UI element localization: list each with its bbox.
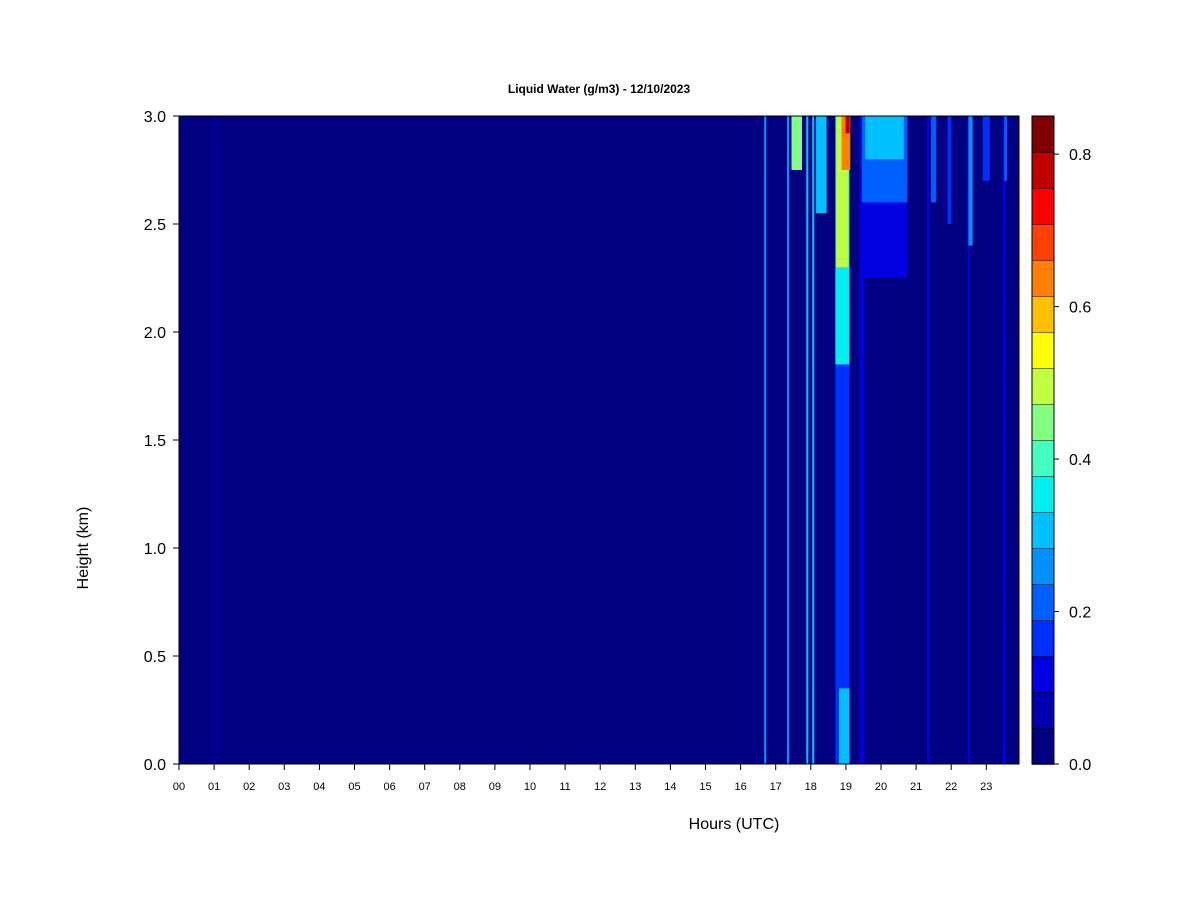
heatmap-cell (841, 116, 851, 170)
colorbar-tick-label: 0.4 (1069, 452, 1091, 469)
y-tick-label: 2.5 (144, 217, 166, 234)
colorbar-segment (1031, 475, 1055, 513)
y-axis: 0.0 0.5 1.0 1.5 2.0 2.5 3.0 (144, 109, 179, 774)
x-tick-label: 02 (243, 781, 255, 793)
colorbar-segment (1031, 547, 1055, 585)
x-tick-label: 00 (173, 781, 185, 793)
y-tick-label: 3.0 (144, 109, 166, 126)
heatmap-cell (865, 116, 904, 160)
x-tick-label: 23 (980, 781, 992, 793)
x-axis: 00 01 02 03 04 05 06 07 08 09 10 11 12 13 14 15 16 17 18 19… (173, 764, 992, 793)
x-tick-label: 07 (419, 781, 431, 793)
heatmap-cell (967, 116, 970, 764)
x-tick-label: 04 (313, 781, 325, 793)
plot-area (178, 115, 1020, 765)
colorbar-segment (1031, 223, 1055, 261)
y-tick-label: 1.5 (144, 433, 166, 450)
heatmap-cell (1004, 116, 1008, 181)
y-axis-label: Height (km) (75, 507, 92, 590)
colorbar-segment (1031, 367, 1055, 405)
heatmap-cell (947, 116, 952, 224)
heatmap-cell (838, 688, 850, 764)
x-tick-label: 17 (770, 781, 782, 793)
x-tick-label: 09 (489, 781, 501, 793)
colorbar-segment (1031, 403, 1055, 441)
y-tick-label: 2.0 (144, 325, 166, 342)
colorbar-segment (1031, 151, 1055, 189)
heatmap-cell (968, 116, 973, 246)
x-tick-label: 15 (699, 781, 711, 793)
colorbar-frame (1031, 115, 1055, 765)
colorbar-segment (1031, 691, 1055, 729)
x-tick-label: 19 (840, 781, 852, 793)
colorbar-tick-label: 0.8 (1069, 147, 1091, 164)
colorbar-tick-label: 0.6 (1069, 300, 1091, 317)
colorbar-segment (1031, 115, 1055, 153)
heatmap-cell (791, 116, 803, 170)
x-tick-label: 20 (875, 781, 887, 793)
colorbar: 0.0 0.2 0.4 0.6 0.8 (1031, 115, 1091, 774)
colorbar-segment (1031, 259, 1055, 297)
x-tick-label: 08 (454, 781, 466, 793)
x-tick-label: 03 (278, 781, 290, 793)
x-tick-label: 21 (910, 781, 922, 793)
x-tick-label: 14 (664, 781, 676, 793)
heatmap-cell (982, 116, 990, 181)
colorbar-tick-label: 0.0 (1069, 757, 1091, 774)
colorbar-segment (1031, 439, 1055, 477)
feature-layer (213, 116, 1008, 764)
heatmap-cell (812, 116, 815, 764)
chart-title: Liquid Water (g/m3) - 12/10/2023 (508, 82, 691, 96)
heatmap-cell (1002, 116, 1006, 764)
colorbar-segment (1031, 583, 1055, 621)
x-tick-label: 01 (208, 781, 220, 793)
heatmap-cell (806, 116, 809, 764)
colorbar-segment (1031, 619, 1055, 657)
colorbar-segment (1031, 187, 1055, 225)
x-tick-label: 16 (734, 781, 746, 793)
x-tick-label: 13 (629, 781, 641, 793)
colorbar-segment (1031, 331, 1055, 369)
colorbar-segment (1031, 655, 1055, 693)
x-axis-label: Hours (UTC) (689, 816, 780, 833)
y-tick-label: 0.0 (144, 757, 166, 774)
x-tick-label: 05 (348, 781, 360, 793)
y-tick-label: 0.5 (144, 649, 166, 666)
heatmap-cell (213, 116, 216, 764)
x-tick-label: 22 (945, 781, 957, 793)
colorbar-segment (1031, 511, 1055, 549)
colorbar-tick-label: 0.2 (1069, 605, 1091, 622)
heatmap-cell (764, 116, 767, 764)
x-tick-label: 18 (805, 781, 817, 793)
x-tick-label: 12 (594, 781, 606, 793)
colorbar-segment (1031, 295, 1055, 333)
heatmap-cell (845, 116, 850, 134)
heatmap-cell (786, 116, 790, 764)
colorbar-segment (1031, 727, 1055, 765)
heatmap-cell (816, 116, 827, 214)
x-tick-label: 06 (383, 781, 395, 793)
y-tick-label: 1.0 (144, 541, 166, 558)
heatmap-cell (859, 116, 865, 764)
heatmap-cell (931, 116, 937, 203)
heatmap-cell (926, 116, 930, 764)
x-tick-label: 10 (524, 781, 536, 793)
x-tick-label: 11 (559, 781, 570, 793)
